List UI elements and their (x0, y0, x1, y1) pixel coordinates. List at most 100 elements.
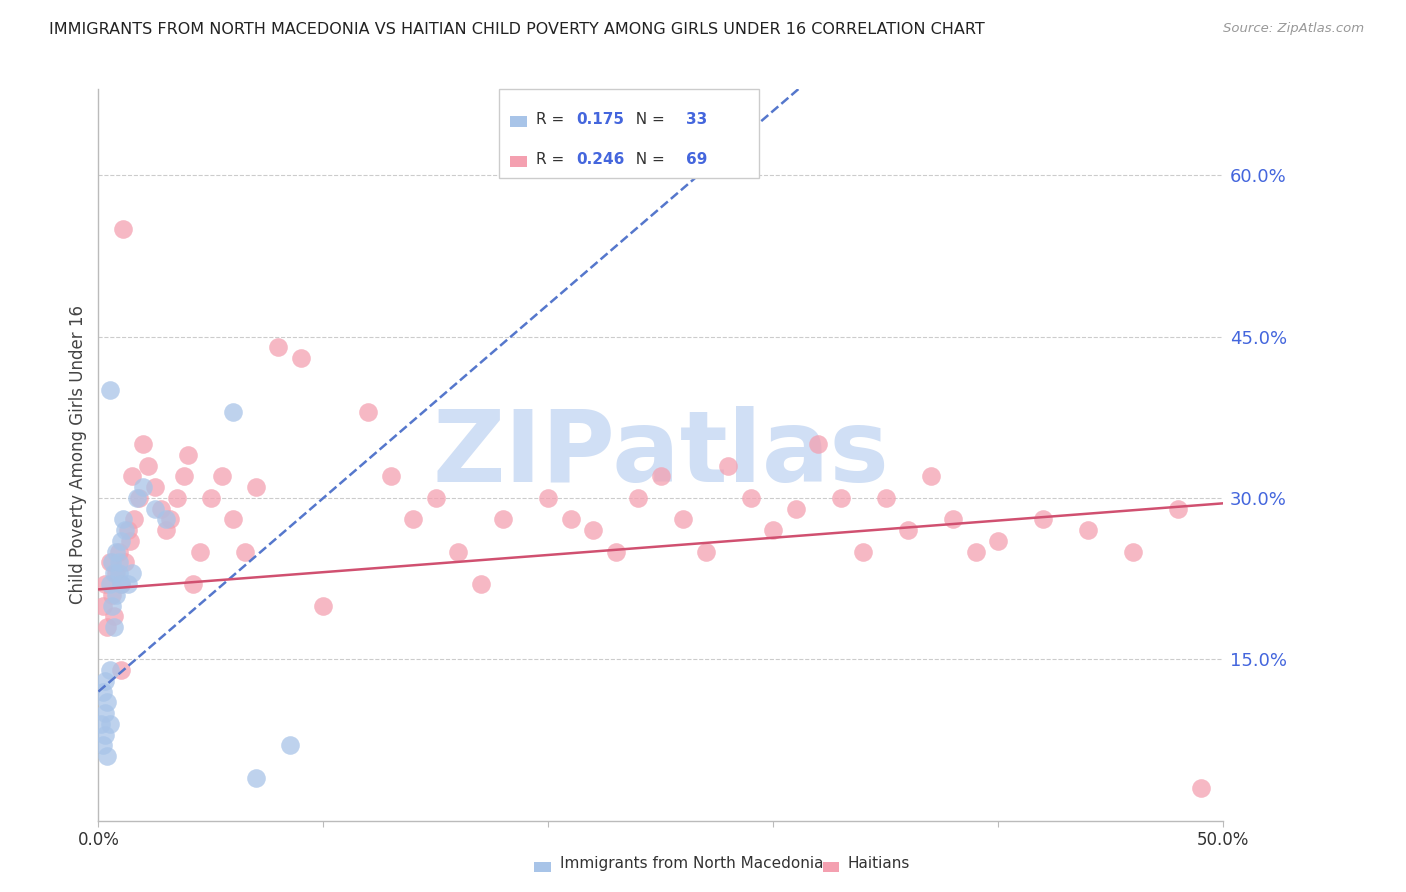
Point (267, 340, 290, 354)
Point (155, 523, 177, 537)
Point (105, 588, 128, 602)
Point (136, 458, 159, 473)
Point (90, 716, 112, 731)
Text: 0.175: 0.175 (576, 112, 624, 127)
Point (143, 480, 166, 494)
Point (830, 491, 852, 505)
Point (173, 469, 195, 483)
Point (188, 545, 211, 559)
Point (96, 695, 118, 709)
Point (94, 577, 117, 591)
Point (101, 556, 124, 570)
Point (112, 512, 135, 526)
Text: ZIPatlas: ZIPatlas (433, 407, 889, 503)
Text: 69: 69 (686, 153, 707, 167)
Point (987, 533, 1010, 548)
Point (740, 491, 762, 505)
Point (233, 545, 256, 559)
Point (114, 556, 136, 570)
Point (150, 501, 173, 516)
Point (1189, 781, 1212, 796)
Point (942, 512, 965, 526)
Point (537, 491, 560, 505)
Point (211, 469, 233, 483)
Point (717, 458, 740, 473)
Point (920, 469, 942, 483)
Point (110, 533, 132, 548)
Point (1122, 545, 1144, 559)
Point (121, 469, 143, 483)
Point (124, 512, 146, 526)
Point (762, 523, 785, 537)
Point (96, 749, 118, 764)
Point (447, 545, 470, 559)
Y-axis label: Child Poverty Among Girls Under 16: Child Poverty Among Girls Under 16 (69, 305, 87, 605)
Point (117, 577, 139, 591)
Text: Haitians: Haitians (848, 856, 910, 871)
Point (94, 706, 117, 720)
Point (94, 673, 117, 688)
Point (492, 512, 515, 526)
Point (96, 620, 118, 634)
Point (965, 545, 987, 559)
Point (245, 771, 267, 785)
Point (105, 545, 128, 559)
Point (103, 609, 125, 624)
Point (380, 469, 402, 483)
Point (132, 437, 155, 451)
Point (98, 577, 121, 591)
Point (672, 512, 695, 526)
Point (118, 533, 141, 548)
Point (159, 512, 181, 526)
Point (605, 545, 627, 559)
Point (166, 491, 188, 505)
Point (357, 405, 380, 419)
Point (98, 556, 121, 570)
Point (852, 545, 875, 559)
Point (132, 480, 155, 494)
Point (143, 501, 166, 516)
Point (245, 480, 267, 494)
Point (107, 556, 129, 570)
Point (470, 577, 492, 591)
Point (290, 351, 312, 365)
Point (114, 523, 136, 537)
Point (117, 523, 139, 537)
Point (110, 577, 132, 591)
Point (650, 469, 672, 483)
Point (785, 501, 807, 516)
Text: Source: ZipAtlas.com: Source: ZipAtlas.com (1223, 22, 1364, 36)
Point (107, 545, 129, 559)
Text: Immigrants from North Macedonia: Immigrants from North Macedonia (560, 856, 823, 871)
Text: N =: N = (626, 153, 669, 167)
Point (897, 523, 920, 537)
Text: N =: N = (626, 112, 669, 127)
Point (155, 512, 177, 526)
Point (181, 577, 204, 591)
Point (112, 222, 135, 236)
Point (128, 491, 150, 505)
Point (875, 491, 897, 505)
Point (103, 620, 125, 634)
Point (278, 739, 301, 753)
Point (110, 663, 132, 677)
Point (98, 663, 121, 677)
Point (101, 599, 124, 613)
Point (222, 512, 245, 526)
Point (91, 599, 114, 613)
Point (200, 491, 222, 505)
Point (91, 684, 114, 698)
Point (110, 577, 132, 591)
Point (103, 566, 125, 581)
Point (222, 405, 245, 419)
Point (402, 512, 425, 526)
Point (627, 491, 650, 505)
Point (91, 739, 114, 753)
Point (107, 566, 129, 581)
Text: 33: 33 (686, 112, 707, 127)
Point (1077, 523, 1099, 537)
Point (105, 566, 128, 581)
Point (582, 523, 605, 537)
Point (560, 512, 582, 526)
Point (807, 437, 830, 451)
